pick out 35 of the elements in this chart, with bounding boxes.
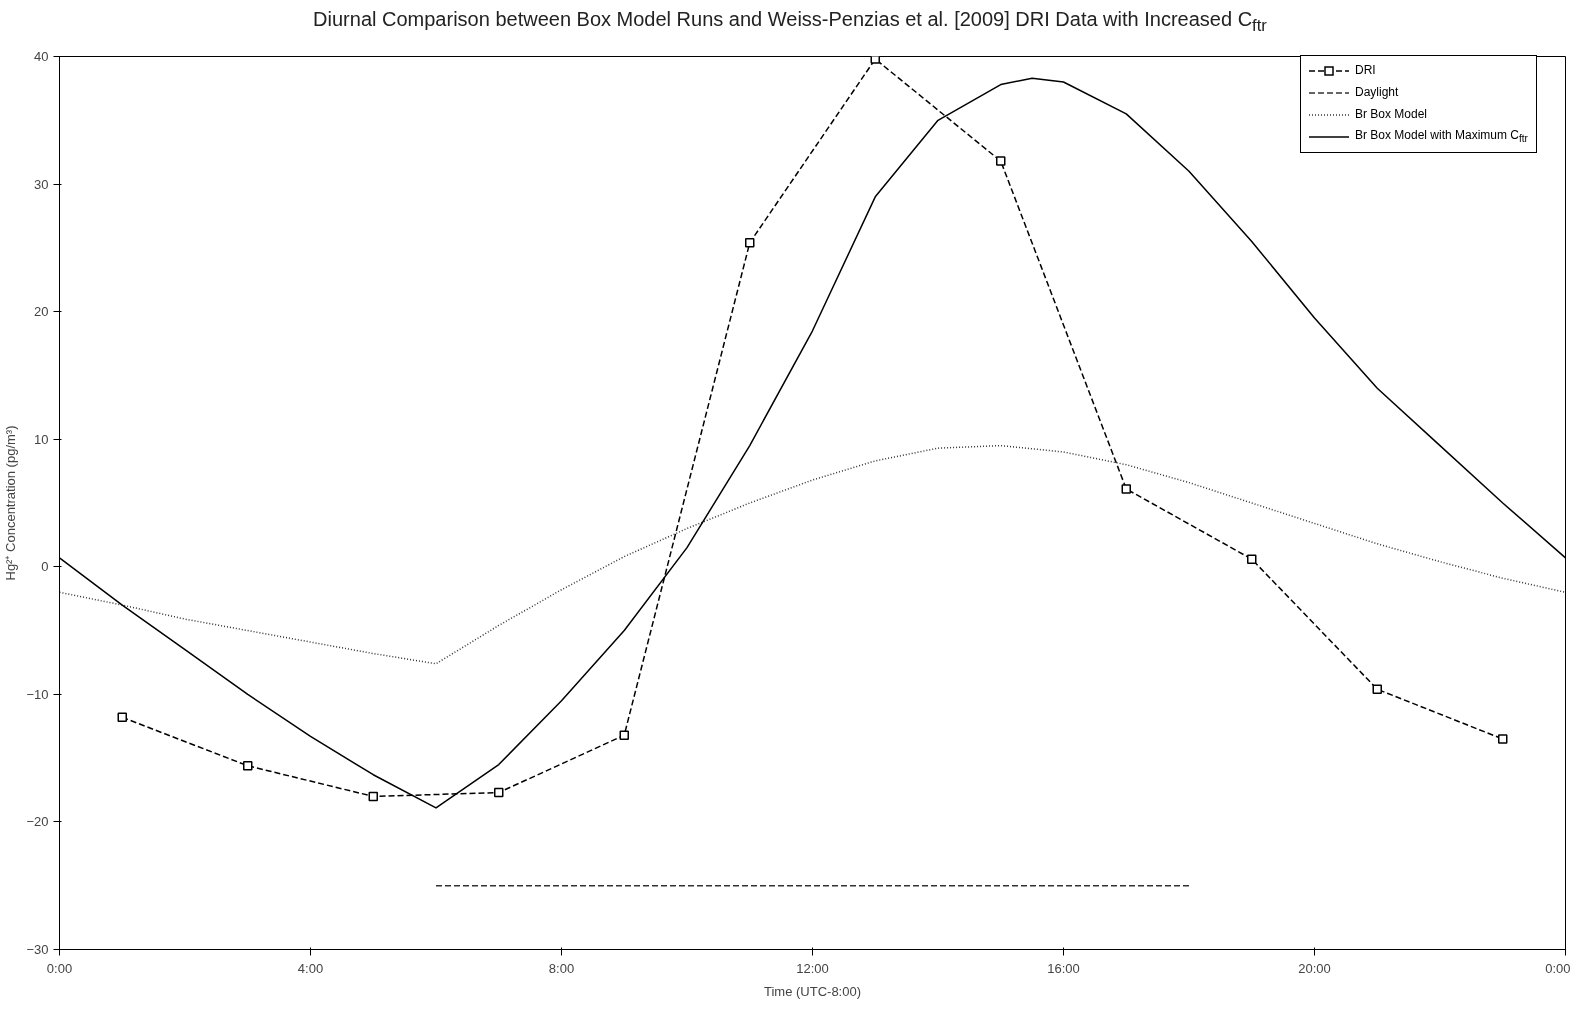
y-tick-label: −30 — [26, 942, 49, 957]
chart-title: Diurnal Comparison between Box Model Runs and Weiss-Penzias et al. [2009] DRI Data with Increased C$_{ftr}$ — [313, 7, 1267, 37]
point — [117, 712, 127, 723]
point — [1121, 484, 1131, 494]
y-tick-label: 10 — [34, 431, 49, 447]
x-tick-label: 0:00 — [46, 960, 73, 976]
point — [745, 238, 755, 248]
x-tick-label: 4:00 — [297, 960, 324, 976]
y-tick-label: 20 — [34, 304, 49, 320]
legend-label: DRI — [1355, 62, 1376, 80]
y-tick-label: 40 — [34, 49, 49, 64]
point — [243, 761, 253, 771]
legend-label: Daylight — [1355, 84, 1399, 102]
point — [619, 730, 629, 740]
point — [1372, 684, 1382, 694]
x-tick-label: 8:00 — [548, 960, 575, 976]
y-tick-label: −10 — [26, 686, 49, 702]
y-axis-title: Hg²⁺ Concentration (pg/m³) — [3, 425, 19, 581]
x-tick-label: 0:00 — [1545, 960, 1571, 976]
y-tick-label: 0 — [41, 559, 49, 575]
point — [996, 156, 1006, 166]
x-tick-label: 12:00 — [796, 960, 829, 976]
point — [368, 791, 378, 802]
point — [870, 56, 880, 64]
point — [1247, 554, 1257, 564]
line-series — [59, 444, 1566, 665]
x-tick-label: 16:00 — [1047, 960, 1080, 976]
point — [1498, 734, 1508, 744]
y-tick-label: 30 — [34, 176, 49, 192]
x-tick-label: 20:00 — [1298, 960, 1331, 976]
point — [494, 787, 504, 798]
legend-label: Br Box Model — [1355, 106, 1428, 124]
legend-label: Br Box Model with Maximum C$_{ftr}$ — [1355, 127, 1528, 147]
x-axis-title: Time (UTC-8:00) — [763, 983, 862, 999]
y-tick-label: −20 — [26, 814, 49, 830]
